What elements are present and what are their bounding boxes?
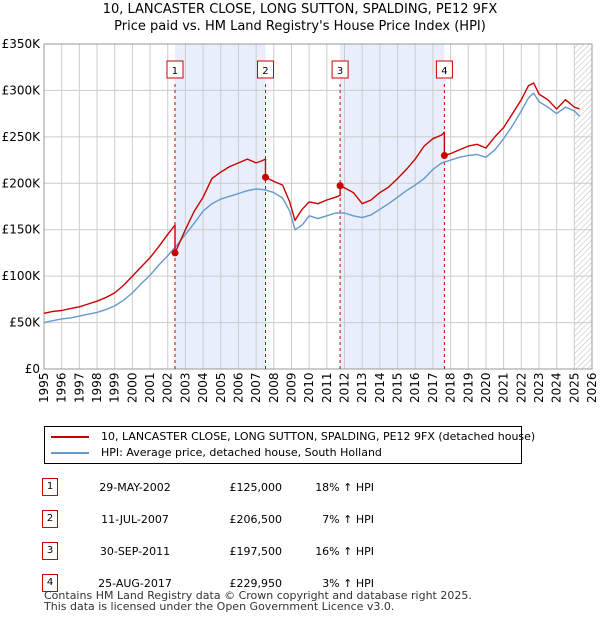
- sale-marker-box: [331, 60, 349, 79]
- sale-point: [261, 173, 269, 181]
- footer-copyright: Contains HM Land Registry data © Crown c…: [44, 589, 472, 602]
- x-tick-label: 2018: [444, 372, 458, 403]
- footer-licence: This data is licensed under the Open Gov…: [44, 600, 395, 613]
- y-tick-label: £0: [25, 362, 40, 376]
- sale-price: £206,500: [229, 512, 283, 526]
- x-tick-label: 2004: [196, 372, 210, 403]
- sale-date: 30-SEP-2011: [99, 544, 171, 558]
- x-tick-label: 2006: [231, 372, 245, 403]
- x-tick-label: 2023: [532, 372, 546, 403]
- table-row: 2 11-JUL-2007 £206,500 7% ↑ HPI: [42, 503, 374, 535]
- x-tick-label: 2015: [391, 372, 405, 403]
- y-tick-label: £350K: [2, 37, 42, 51]
- sale-date: 25-AUG-2017: [98, 576, 172, 590]
- x-tick-label: 1995: [37, 372, 51, 403]
- sales-table: 1 29-MAY-2002 £125,000 18% ↑ HPI 2 11-JU…: [42, 471, 374, 599]
- legend-label-hpi: HPI: Average price, detached house, Sout…: [101, 446, 382, 459]
- sale-marker-badge: 2: [256, 60, 274, 79]
- sale-marker-box: [435, 60, 453, 79]
- sale-hpi-diff: 18% ↑ HPI: [315, 480, 374, 494]
- table-row: 3 30-SEP-2011 £197,500 16% ↑ HPI: [42, 535, 374, 567]
- chart-title: 10, LANCASTER CLOSE, LONG SUTTON, SPALDI…: [102, 2, 498, 17]
- sale-marker-label: 1: [172, 66, 178, 77]
- property-price-line: [43, 82, 580, 314]
- chart-subtitle: Price paid vs. HM Land Registry's House …: [114, 19, 486, 34]
- sale-number-badge: 1: [42, 478, 58, 496]
- x-tick-label: 1996: [55, 372, 69, 403]
- ownership-period-shade: [340, 44, 445, 369]
- x-tick-label: 2003: [178, 372, 192, 403]
- sale-number-badge: 4: [42, 574, 58, 592]
- y-tick-label: £50K: [9, 316, 41, 330]
- sale-marker-box: [256, 60, 274, 79]
- x-tick-label: 2017: [426, 372, 440, 403]
- sale-marker-label: 4: [441, 66, 447, 77]
- x-tick-label: 2010: [302, 372, 316, 403]
- y-tick-label: £100K: [2, 269, 42, 283]
- y-tick-label: £300K: [2, 83, 42, 97]
- table-row: 4 25-AUG-2017 £229,950 3% ↑ HPI: [42, 567, 374, 599]
- x-tick-label: 2007: [249, 372, 263, 403]
- sale-marker-box: [166, 60, 184, 79]
- price-chart: 1 2 3 4 £0 £50K £100K £150K £200K £250K £300K £350K…: [2, 37, 599, 403]
- sale-date: 29-MAY-2002: [99, 480, 171, 494]
- x-tick-label: 2013: [355, 372, 369, 403]
- x-tick-label: 2005: [214, 372, 228, 403]
- sale-number-badge: 3: [42, 542, 58, 560]
- x-tick-label: 2008: [267, 372, 281, 403]
- footer-attribution: Contains HM Land Registry data © Crown c…: [44, 590, 472, 612]
- x-tick-label: 2026: [585, 372, 599, 403]
- sale-price: £197,500: [229, 544, 283, 558]
- x-tick-label: 1997: [72, 372, 86, 403]
- y-tick-label: £200K: [2, 176, 42, 190]
- ownership-period-shade: [174, 44, 266, 369]
- x-tick-label: 2001: [143, 372, 157, 403]
- sale-hpi-diff: 7% ↑ HPI: [322, 512, 374, 526]
- x-tick-label: 2016: [408, 372, 422, 403]
- hpi-line-swatch: [51, 452, 89, 454]
- sale-marker-badge: 4: [435, 60, 453, 79]
- sale-marker-label: 3: [337, 66, 343, 77]
- x-tick-label: 2002: [161, 372, 175, 403]
- x-tick-label: 2011: [320, 372, 334, 403]
- x-tick-label: 2014: [373, 372, 387, 403]
- x-tick-label: 2021: [497, 372, 511, 403]
- property-line-swatch: [51, 436, 89, 438]
- x-tick-label: 2000: [125, 372, 139, 403]
- x-tick-label: 2020: [479, 372, 493, 403]
- legend-label-property: 10, LANCASTER CLOSE, LONG SUTTON, SPALDI…: [101, 430, 536, 443]
- table-row: 1 29-MAY-2002 £125,000 18% ↑ HPI: [42, 471, 374, 503]
- x-tick-label: 2012: [338, 372, 352, 403]
- x-tick-label: 2009: [284, 372, 298, 403]
- sale-marker-badge: 3: [331, 60, 349, 79]
- x-tick-label: 2024: [550, 372, 564, 403]
- x-tick-label: 2022: [514, 372, 528, 403]
- sale-date: 11-JUL-2007: [101, 512, 169, 526]
- hpi-line: [43, 92, 581, 324]
- sale-price: £229,950: [229, 576, 283, 590]
- sale-point: [171, 249, 179, 257]
- x-tick-label: 2025: [567, 372, 581, 403]
- sale-point: [440, 151, 448, 159]
- sale-hpi-diff: 16% ↑ HPI: [315, 544, 374, 558]
- y-tick-label: £150K: [2, 223, 42, 237]
- forecast-hatch-region: [574, 44, 592, 369]
- sale-marker-label: 2: [262, 66, 268, 77]
- sale-hpi-diff: 3% ↑ HPI: [322, 576, 374, 590]
- y-tick-label: £250K: [2, 130, 42, 144]
- sale-marker-badge: 1: [166, 60, 184, 79]
- sale-price: £125,000: [229, 480, 283, 494]
- sale-number-badge: 2: [42, 510, 58, 528]
- x-tick-label: 1999: [108, 372, 122, 403]
- x-tick-label: 1998: [90, 372, 104, 403]
- sale-point: [336, 182, 344, 190]
- chart-legend: 10, LANCASTER CLOSE, LONG SUTTON, SPALDI…: [44, 426, 535, 464]
- plot-border: [43, 43, 593, 370]
- x-tick-label: 2019: [461, 372, 475, 403]
